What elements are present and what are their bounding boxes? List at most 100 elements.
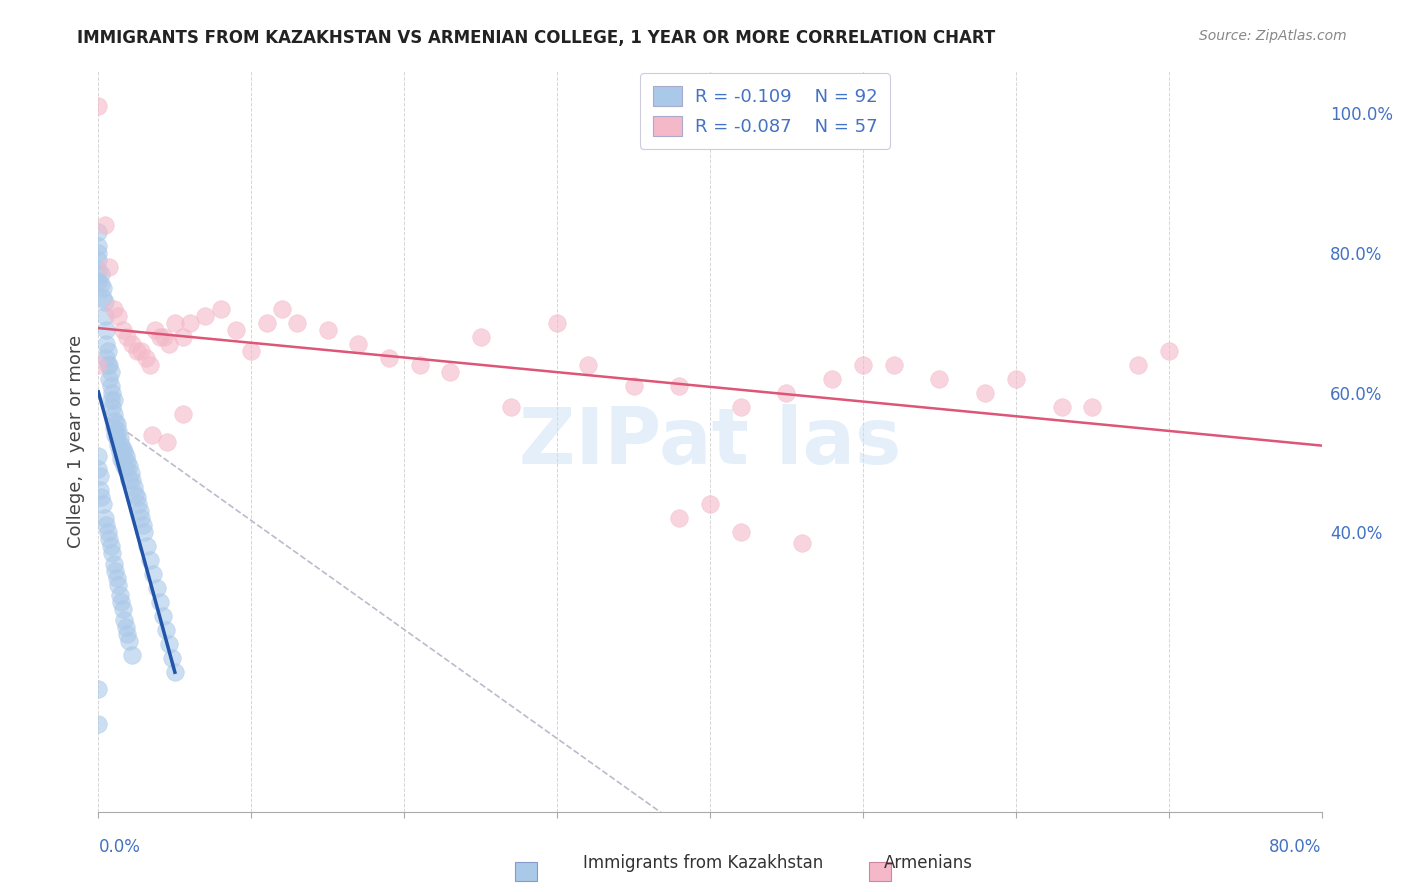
Point xyxy=(1128,358,1150,372)
Point xyxy=(122,480,145,494)
Point xyxy=(117,455,139,469)
Point xyxy=(209,301,232,316)
Point xyxy=(139,553,162,567)
Point xyxy=(98,372,121,386)
Point xyxy=(100,378,122,392)
Point xyxy=(623,378,645,392)
Point xyxy=(112,458,135,473)
Point xyxy=(89,469,111,483)
Point xyxy=(93,511,115,525)
Point xyxy=(108,431,131,445)
Point xyxy=(101,546,124,560)
Point xyxy=(139,358,162,372)
Point xyxy=(97,358,120,372)
Point xyxy=(121,473,143,487)
Point xyxy=(111,323,134,337)
Point xyxy=(101,400,124,414)
Point xyxy=(101,385,124,400)
Point xyxy=(103,301,125,316)
Point xyxy=(98,260,121,274)
Point xyxy=(94,336,117,351)
Point xyxy=(110,452,132,467)
Point xyxy=(142,567,165,582)
Point xyxy=(87,274,110,288)
Point xyxy=(134,525,156,540)
Point xyxy=(93,309,115,323)
Point xyxy=(821,372,844,386)
Point xyxy=(194,309,217,323)
Point xyxy=(111,602,134,616)
Point xyxy=(87,462,110,476)
Point xyxy=(135,351,157,365)
Point xyxy=(408,358,430,372)
Point xyxy=(91,497,114,511)
Point xyxy=(129,511,152,525)
Point xyxy=(115,462,138,476)
Point xyxy=(378,351,401,365)
Point xyxy=(105,417,128,431)
Point xyxy=(153,330,176,344)
Point xyxy=(103,420,125,434)
Point xyxy=(87,99,110,113)
Point xyxy=(145,581,167,595)
Point xyxy=(790,536,813,550)
Point xyxy=(107,578,129,592)
Point xyxy=(157,637,180,651)
Point xyxy=(730,400,752,414)
Point xyxy=(928,372,950,386)
Point xyxy=(105,571,128,585)
Point xyxy=(104,564,127,578)
Point xyxy=(87,239,110,253)
Point xyxy=(163,316,186,330)
Point xyxy=(1004,372,1026,386)
Point xyxy=(94,351,117,365)
Point xyxy=(87,449,110,463)
Point xyxy=(172,407,194,421)
Point xyxy=(121,648,143,662)
Text: ZIPat las: ZIPat las xyxy=(519,403,901,480)
Point xyxy=(129,343,152,358)
Point xyxy=(111,455,134,469)
Point xyxy=(94,323,117,337)
Point xyxy=(107,424,129,438)
Point xyxy=(155,623,177,637)
Point xyxy=(157,336,180,351)
Point xyxy=(90,491,112,505)
Y-axis label: College, 1 year or more: College, 1 year or more xyxy=(66,335,84,548)
Point xyxy=(179,316,201,330)
Point xyxy=(89,483,111,498)
Point xyxy=(141,427,163,442)
Point xyxy=(105,431,128,445)
Point xyxy=(125,491,148,505)
Point xyxy=(160,651,183,665)
Point xyxy=(163,665,186,679)
Point xyxy=(100,539,122,553)
Point xyxy=(128,504,150,518)
Point xyxy=(156,434,179,449)
Point xyxy=(270,301,292,316)
Legend: R = -0.109    N = 92, R = -0.087    N = 57: R = -0.109 N = 92, R = -0.087 N = 57 xyxy=(640,73,890,149)
Point xyxy=(104,414,127,428)
Point xyxy=(1050,400,1073,414)
Point xyxy=(87,263,110,277)
Point xyxy=(118,473,141,487)
Text: Immigrants from Kazakhstan: Immigrants from Kazakhstan xyxy=(583,855,823,872)
Point xyxy=(97,343,120,358)
Point xyxy=(132,518,155,533)
Point xyxy=(107,309,129,323)
Text: IMMIGRANTS FROM KAZAKHSTAN VS ARMENIAN COLLEGE, 1 YEAR OR MORE CORRELATION CHART: IMMIGRANTS FROM KAZAKHSTAN VS ARMENIAN C… xyxy=(77,29,995,46)
Point xyxy=(501,400,523,414)
Point xyxy=(118,633,141,648)
Point xyxy=(87,358,110,372)
Point xyxy=(576,358,599,372)
Point xyxy=(439,365,461,379)
Point xyxy=(103,392,125,407)
Point xyxy=(149,330,172,344)
Point xyxy=(172,330,194,344)
Point xyxy=(98,358,121,372)
Point xyxy=(115,449,138,463)
Point xyxy=(124,487,146,501)
Text: 0.0%: 0.0% xyxy=(98,838,141,856)
Point xyxy=(775,385,797,400)
Point xyxy=(127,497,149,511)
